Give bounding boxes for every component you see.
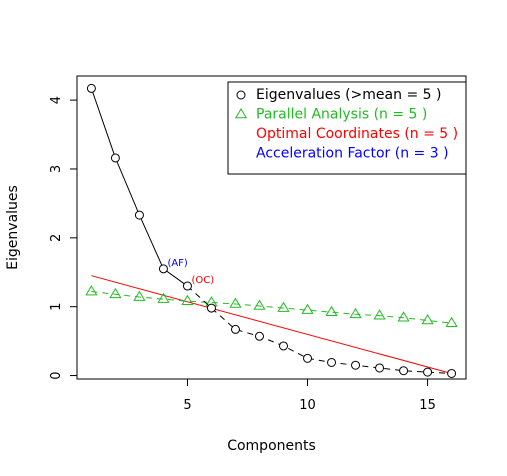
y-tick-label: 3 [49, 165, 64, 173]
parallel-analysis-line [91, 291, 452, 324]
x-tick-label: 15 [419, 398, 436, 413]
parallel-analysis-point [253, 299, 266, 310]
legend-triangle-icon [234, 108, 248, 119]
parallel-analysis-point [85, 285, 98, 296]
eigenvalue-point [134, 210, 144, 220]
optimal-coordinates-line [91, 275, 452, 374]
y-tick-label: 1 [49, 303, 64, 311]
x-tick-label: 5 [183, 398, 191, 413]
eigenvalues-line-solid [90, 88, 188, 287]
eigenvalue-point [399, 366, 409, 376]
legend-entry: Parallel Analysis (n = 5 ) [256, 107, 427, 123]
parallel-analysis-point [373, 309, 386, 320]
annotation-label: (AF) [167, 258, 187, 269]
axes: 5 10 15 0 1 2 3 4 [49, 96, 436, 413]
eigenvalue-point [303, 353, 313, 363]
legend-entry: Acceleration Factor (n = 3 ) [256, 146, 449, 162]
annotation-layer: (AF) (OC) [167, 258, 214, 286]
x-tick-label: 10 [299, 398, 316, 413]
y-tick-label: 2 [49, 234, 64, 242]
parallel-analysis-point [277, 301, 290, 312]
eigenvalue-point [327, 357, 337, 367]
parallel-analysis-point [229, 297, 242, 308]
parallel-analysis-point [397, 311, 410, 322]
eigenvalue-point [279, 341, 289, 351]
eigenvalue-point [206, 303, 216, 313]
parallel-analysis-point [133, 290, 146, 301]
x-axis-title: Components [227, 438, 316, 454]
y-tick-label: 0 [49, 371, 64, 379]
parallel-analysis-point [181, 294, 194, 305]
parallel-analysis-point [109, 287, 122, 299]
parallel-analysis-point [349, 307, 362, 319]
eigenvalues-line-dashed [187, 285, 452, 374]
parallel-analysis-point [325, 305, 338, 317]
eigenvalue-point [86, 83, 96, 93]
eigenvalue-point [110, 153, 120, 163]
eigenvalue-point [230, 324, 240, 334]
y-tick-label: 4 [49, 96, 64, 104]
parallel-analysis-point [445, 316, 458, 328]
parallel-analysis-point [157, 292, 170, 303]
series-layer [85, 83, 458, 378]
eigenvalue-point [158, 264, 168, 274]
legend-circle-icon [236, 90, 246, 100]
parallel-analysis-point [421, 313, 434, 325]
eigenvalue-point [423, 367, 433, 377]
y-axis-title: Eigenvalues [5, 185, 21, 270]
eigenvalue-point [351, 360, 361, 370]
legend-entry: Optimal Coordinates (n = 5 ) [256, 126, 458, 142]
parallel-analysis-point [301, 303, 314, 314]
eigenvalue-point [182, 281, 192, 291]
eigenvalue-point [375, 363, 385, 373]
eigenvalue-point [447, 368, 457, 378]
legend-entry: Eigenvalues (>mean = 5 ) [256, 87, 441, 103]
legend-box [227, 81, 467, 175]
legend: Eigenvalues (>mean = 5 ) Parallel Analysi… [227, 81, 467, 175]
annotation-label: (OC) [191, 275, 214, 286]
eigenvalue-point [254, 331, 264, 341]
